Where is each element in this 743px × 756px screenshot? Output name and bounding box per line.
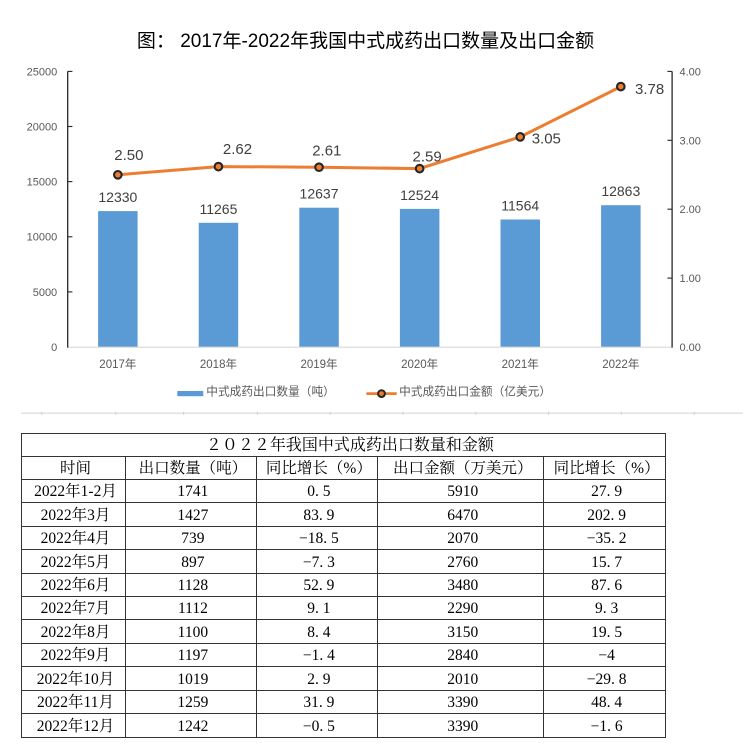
svg-text:12524: 12524 [400,187,439,203]
svg-text:20000: 20000 [27,122,58,134]
svg-text:图： 2017年-2022年我国中式成药出口数量及出口金额: 图： 2017年-2022年我国中式成药出口数量及出口金额 [137,30,594,52]
svg-text:中式成药出口数量（吨）: 中式成药出口数量（吨） [206,384,335,398]
svg-text:0: 0 [51,342,57,354]
svg-text:2.00: 2.00 [680,204,701,216]
svg-text:12637: 12637 [300,186,339,202]
svg-text:中式成药出口金额（亿美元）: 中式成药出口金额（亿美元） [399,384,551,398]
svg-text:2022年: 2022年 [602,357,639,371]
svg-text:15000: 15000 [27,177,58,189]
svg-text:11265: 11265 [199,201,237,217]
svg-text:2018年: 2018年 [200,357,237,371]
svg-text:3.00: 3.00 [680,135,701,147]
svg-text:2021年: 2021年 [502,357,539,371]
svg-text:2.62: 2.62 [223,141,252,158]
svg-text:2019年: 2019年 [300,357,337,371]
svg-text:2.50: 2.50 [114,147,143,164]
svg-text:3.05: 3.05 [532,131,561,148]
svg-text:12330: 12330 [98,189,137,205]
svg-text:10000: 10000 [27,232,58,244]
svg-text:25000: 25000 [27,66,58,78]
svg-text:12863: 12863 [601,183,640,199]
svg-text:1.00: 1.00 [680,273,701,285]
svg-text:3.78: 3.78 [635,81,664,98]
svg-text:4.00: 4.00 [680,66,701,78]
svg-text:2.59: 2.59 [412,149,441,166]
svg-text:5000: 5000 [33,287,57,299]
svg-text:2.61: 2.61 [312,142,341,159]
svg-text:11564: 11564 [501,198,539,214]
svg-text:2020年: 2020年 [401,357,438,371]
svg-text:2017年: 2017年 [99,357,136,371]
svg-text:0.00: 0.00 [680,342,701,354]
